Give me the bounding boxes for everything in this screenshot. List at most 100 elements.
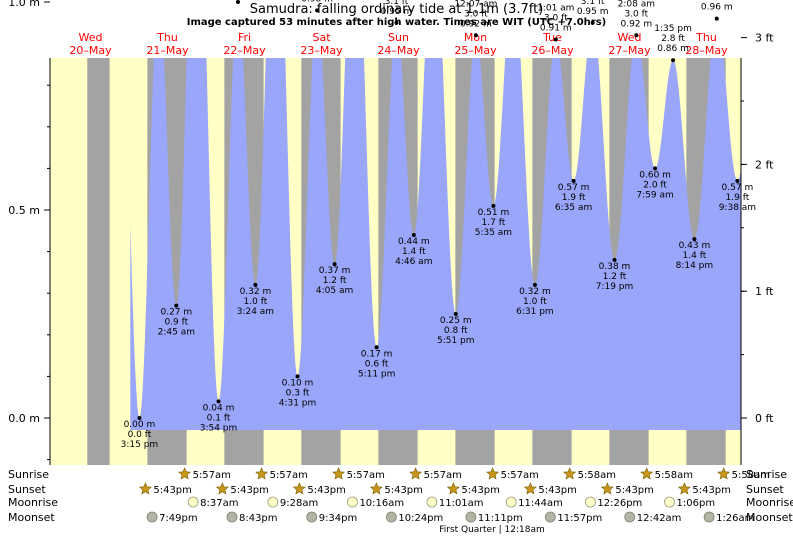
moonset-time: 9:34pm — [319, 513, 358, 524]
low-tide-label: 0.43 m1.4 ft8:14 pm — [676, 241, 714, 271]
sunrise-time: 5:57am — [347, 470, 385, 481]
high-tide-label: 10:37 pm3.2 ft0.98 m — [301, 0, 333, 4]
tide-label-line: 0.6 ft — [365, 359, 389, 369]
moonset-time: 11:57pm — [557, 513, 602, 524]
sun-star-icon — [677, 482, 691, 495]
row-label-left: Moonrise — [8, 496, 58, 509]
low-tide-label: 0.10 m0.3 ft4:31 pm — [279, 378, 317, 408]
tide-label-line: 0.60 m — [639, 170, 671, 180]
moonrise-time: 11:44am — [518, 498, 563, 509]
tide-label-line: 1.4 ft — [683, 251, 707, 261]
sunrise-time: 5:58am — [578, 470, 616, 481]
low-tide-point — [332, 262, 337, 267]
tide-label-line: 3.1 ft — [705, 0, 729, 3]
tide-label-line: 5:11 pm — [358, 369, 396, 379]
moonrise-icon — [584, 496, 596, 508]
sun-star-icon — [717, 467, 731, 480]
sunset-time: 5:43pm — [230, 485, 269, 496]
tide-label-line: 1:01 am — [537, 3, 574, 13]
moonrise-time: 9:28am — [280, 498, 318, 509]
tide-label-line: 0.38 m — [599, 262, 631, 272]
sunset-time: 5:43pm — [692, 485, 731, 496]
sunset-time: 5:43pm — [384, 485, 423, 496]
tide-label-line: 0.17 m — [361, 349, 393, 359]
moonset-time: 8:43pm — [239, 513, 278, 524]
low-tide-label: 0.37 m1.2 ft4:05 am — [316, 266, 353, 296]
moonset-icon — [146, 511, 158, 523]
sun-star-icon — [523, 482, 537, 495]
right-axis-label: 0 ft — [755, 412, 774, 425]
low-tide-label: 0.57 m1.9 ft6:35 am — [555, 183, 592, 213]
low-tide-label: 0.25 m0.8 ft5:51 pm — [437, 316, 475, 346]
high-tide-label: 12:07 am3.0 ft0.92 m — [454, 0, 497, 29]
high-tide-point — [394, 20, 399, 25]
low-tide-point — [374, 345, 379, 350]
day-name: Thu — [695, 31, 717, 44]
tide-label-line: 0.95 m — [577, 7, 609, 17]
high-tide-point — [473, 33, 478, 38]
tide-label-line: 0.51 m — [478, 208, 510, 218]
low-tide-point — [174, 303, 179, 308]
sun-star-icon — [178, 467, 192, 480]
day-date: 25–May — [454, 44, 497, 57]
day-date: 28–May — [685, 44, 728, 57]
tide-label-line: 1.0 ft — [244, 297, 268, 307]
sun-star-icon — [255, 467, 269, 480]
high-tide-label: 3:12 am3.1 ft0.96 m — [701, 0, 733, 13]
tide-label-line: 2.8 ft — [661, 34, 685, 44]
tide-label-line: 0.95 m — [381, 7, 413, 17]
row-label-right: Sunrise — [746, 468, 787, 481]
day-date: 23–May — [300, 44, 343, 57]
low-tide-label: 0.60 m2.0 ft7:59 am — [636, 170, 673, 200]
low-tide-point — [295, 374, 300, 379]
tide-label-line: 1.9 ft — [726, 193, 750, 203]
day-date: 21–May — [146, 44, 189, 57]
moonset-time: 1:26am — [716, 513, 754, 524]
day-date: 27–May — [608, 44, 651, 57]
tide-label-line: 1.2 ft — [323, 276, 347, 286]
low-tide-label: 0.00 m0.0 ft3:15 pm — [121, 420, 159, 450]
left-axis-label: 0.0 m — [8, 412, 40, 425]
low-tide-label: 0.44 m1.4 ft4:46 am — [395, 237, 432, 267]
high-tide-label: 11:22 pm3.1 ft0.95 m — [381, 0, 413, 17]
low-tide-point — [653, 166, 658, 171]
low-tide-label: 0.32 m1.0 ft6:31 pm — [516, 287, 554, 317]
tide-label-line: 6:35 am — [555, 203, 592, 213]
tide-label-line: 1.4 ft — [402, 247, 426, 257]
day-name: Sat — [312, 31, 331, 44]
high-tide-label: 12:31 pm3.1 ft0.95 m — [577, 0, 609, 17]
sun-star-icon — [600, 482, 614, 495]
tide-area — [130, 58, 741, 430]
sun-star-icon — [369, 482, 383, 495]
low-tide-point — [216, 399, 221, 404]
tide-label-line: 12:07 am — [454, 0, 497, 9]
tide-label-line: 1.0 ft — [523, 297, 547, 307]
sun-star-icon — [332, 467, 346, 480]
low-tide-point — [532, 282, 537, 287]
tide-label-line: 5:51 pm — [437, 336, 475, 346]
tide-label-line: 0.27 m — [160, 308, 192, 318]
moonset-time: 12:42am — [637, 513, 682, 524]
low-tide-label: 0.57 m1.9 ft9:38 am — [719, 183, 756, 213]
day-date: 24–May — [377, 44, 420, 57]
tide-label-line: 3.1 ft — [385, 0, 409, 7]
tide-label-line: 1:35 pm — [654, 24, 692, 34]
high-tide-point — [315, 8, 320, 13]
day-headers: Wed20–MayThu21–MayFri22–MaySat23–MaySun2… — [69, 31, 728, 57]
moonset-icon — [703, 511, 715, 523]
sunset-time: 5:43pm — [153, 485, 192, 496]
row-label-left: Sunrise — [8, 468, 49, 481]
tide-label-line: 0.32 m — [519, 287, 551, 297]
sunrise-time: 5:57am — [270, 470, 308, 481]
tide-label-line: 3.0 ft — [464, 9, 488, 19]
tide-label-line: 0.96 m — [701, 3, 733, 13]
tide-label-line: 1.9 ft — [562, 193, 586, 203]
low-tide-label: 0.04 m0.1 ft3:54 pm — [200, 403, 238, 433]
tide-label-line: 0.37 m — [319, 266, 351, 276]
tide-label-line: 1.7 ft — [482, 218, 506, 228]
right-axis-label: 2 ft — [755, 158, 774, 171]
low-tide-label: 0.32 m1.0 ft3:24 am — [237, 287, 274, 317]
low-tide-point — [571, 178, 576, 183]
